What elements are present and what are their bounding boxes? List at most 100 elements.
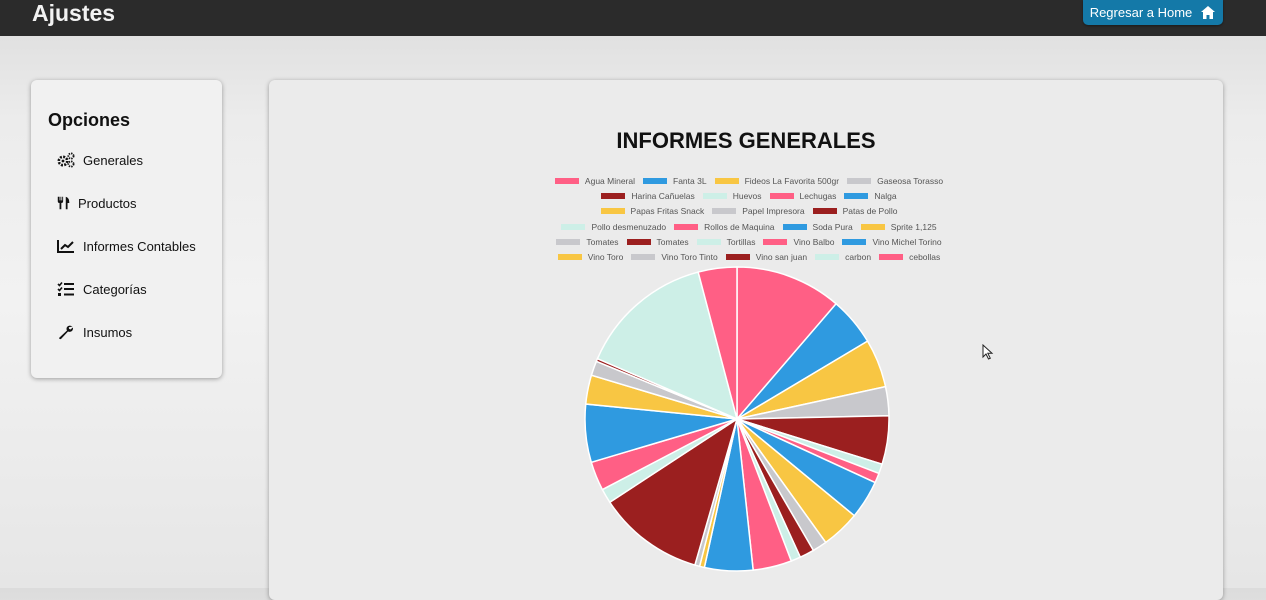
- pie-slice[interactable]: [736, 266, 838, 422]
- legend-swatch: [714, 177, 739, 184]
- legend-item[interactable]: Papel Impresora: [712, 206, 805, 216]
- wrench-icon: [59, 325, 74, 340]
- legend-label: Agua Mineral: [584, 175, 636, 186]
- legend-swatch: [847, 177, 872, 184]
- legend-item[interactable]: Patas de Pollo: [812, 206, 898, 217]
- legend-swatch: [812, 208, 837, 215]
- legend-item[interactable]: Fanta 3L: [643, 176, 707, 186]
- sidebar-item-generales[interactable]: Generales: [57, 149, 143, 171]
- legend-item[interactable]: Vino Michel Torino: [842, 236, 942, 247]
- top-bar: Ajustes Regresar a Home: [0, 0, 1266, 36]
- sidebar-item-informes-contables[interactable]: Informes Contables: [57, 235, 196, 257]
- legend-swatch: [712, 208, 737, 215]
- options-sidebar: Opciones Generales Productos Informes Co…: [31, 80, 222, 378]
- legend-row: Agua Mineral Fanta 3L Fideos La Favorita 5…: [549, 173, 949, 188]
- sidebar-item-label: Informes Contables: [83, 238, 196, 254]
- legend-item[interactable]: Nalga: [844, 190, 897, 201]
- legend-row: Pollo desmenuzado Rollos de Maquina Soda P…: [549, 219, 949, 234]
- legend-swatch: [763, 238, 788, 245]
- legend-swatch: [554, 177, 579, 184]
- legend-label: Vino san juan: [755, 252, 808, 263]
- legend-row: Tomates Tomates Tortillas Vino Balbo Vino Mi…: [549, 234, 949, 249]
- list-check-icon: [57, 281, 74, 296]
- legend-swatch: [557, 254, 582, 261]
- legend-swatch: [600, 208, 625, 215]
- legend-label: Harina Cañuelas: [631, 190, 695, 201]
- pie-slice[interactable]: [697, 266, 738, 420]
- legend-item[interactable]: Agua Mineral: [554, 175, 636, 186]
- legend-item[interactable]: cebollas: [879, 252, 940, 262]
- sidebar-item-productos[interactable]: Productos: [56, 192, 137, 214]
- legend-label: Tortillas: [726, 236, 756, 247]
- sidebar-item-label: Insumos: [83, 324, 133, 340]
- legend-item[interactable]: Tomates: [556, 236, 619, 247]
- legend-item[interactable]: Soda Pura: [782, 221, 853, 232]
- legend-item[interactable]: Lechugas: [769, 190, 837, 201]
- legend-swatch: [696, 238, 721, 245]
- legend-swatch: [702, 192, 727, 199]
- legend-label: Gaseosa Torasso: [877, 175, 944, 186]
- legend-item[interactable]: Vino Toro Tinto: [631, 252, 718, 263]
- sidebar-title: Opciones: [48, 110, 131, 130]
- sidebar-item-label: Productos: [78, 195, 137, 211]
- home-icon: [1201, 6, 1216, 19]
- legend-row: Harina Cañuelas Huevos Lechugas Nalga: [549, 188, 949, 203]
- legend-label: Fideos La Favorita 500gr: [744, 175, 840, 186]
- legend-swatch: [601, 192, 626, 199]
- legend-swatch: [842, 238, 867, 245]
- legend-item[interactable]: Tomates: [626, 237, 689, 247]
- legend-label: Patas de Pollo: [842, 206, 898, 217]
- legend-item[interactable]: Pollo desmenuzado: [561, 222, 666, 232]
- legend-item[interactable]: Fideos La Favorita 500gr: [714, 175, 840, 186]
- legend-label: Nalga: [874, 190, 897, 201]
- legend-swatch: [626, 238, 651, 245]
- legend-swatch: [631, 254, 656, 261]
- pie-slice[interactable]: [608, 417, 739, 566]
- chart-line-icon: [57, 240, 74, 253]
- legend-item[interactable]: Gaseosa Torasso: [847, 176, 943, 186]
- legend-label: Fanta 3L: [673, 175, 707, 186]
- legend-swatch: [860, 223, 885, 230]
- report-title: INFORMES GENERALES: [616, 128, 876, 153]
- legend-label: Pollo desmenuzado: [591, 221, 667, 232]
- sidebar-item-insumos[interactable]: Insumos: [57, 321, 132, 343]
- legend-item[interactable]: Tortillas: [696, 236, 756, 247]
- legend-label: Vino Michel Torino: [872, 236, 942, 247]
- legend-label: Tomates: [586, 236, 619, 247]
- legend-item[interactable]: Huevos: [702, 190, 762, 201]
- legend-item[interactable]: carbon: [815, 252, 871, 262]
- legend-label: Papas Fritas Snack: [630, 206, 705, 217]
- legend-item[interactable]: Vino san juan: [725, 252, 808, 263]
- legend-swatch: [643, 177, 668, 184]
- legend-swatch: [815, 254, 840, 261]
- legend-item[interactable]: Vino Toro: [557, 252, 624, 263]
- legend-label: Sprite 1,125: [890, 221, 937, 232]
- legend-label: Vino Toro Tinto: [661, 252, 718, 263]
- legend-swatch: [674, 223, 699, 230]
- legend-label: Vino Toro: [587, 252, 624, 263]
- legend-row: Papas Fritas Snack Papel Impresora Patas d…: [549, 204, 949, 219]
- legend-swatch: [782, 223, 807, 230]
- pie-slice[interactable]: [596, 271, 739, 421]
- legend-item[interactable]: Harina Cañuelas: [601, 190, 695, 201]
- report-panel: INFORMES GENERALES Agua Mineral Fanta 3L F…: [269, 80, 1223, 600]
- sidebar-item-categorias[interactable]: Categorías: [57, 278, 147, 300]
- legend-item[interactable]: Sprite 1,125: [860, 221, 937, 232]
- legend-swatch: [725, 254, 750, 261]
- legend-swatch: [769, 192, 794, 199]
- legend-item[interactable]: Papas Fritas Snack: [600, 206, 705, 217]
- legend-item[interactable]: Vino Balbo: [763, 237, 834, 247]
- sidebar-item-label: Categorías: [83, 281, 147, 297]
- legend-label: Lechugas: [799, 190, 837, 201]
- legend-item[interactable]: Rollos de Maquina: [674, 222, 775, 232]
- pie-chart: [584, 266, 890, 572]
- sidebar-item-label: Generales: [83, 152, 143, 168]
- app-title: Ajustes: [32, 0, 116, 26]
- chart-legend: Agua Mineral Fanta 3L Fideos La Favorita 5…: [549, 173, 949, 265]
- utensils-icon: [57, 196, 70, 210]
- legend-label: Huevos: [732, 190, 762, 201]
- legend-label: Soda Pura: [812, 221, 853, 232]
- legend-swatch: [561, 223, 586, 230]
- legend-label: Vino Balbo: [793, 236, 835, 247]
- home-button[interactable]: Regresar a Home: [1083, 0, 1223, 25]
